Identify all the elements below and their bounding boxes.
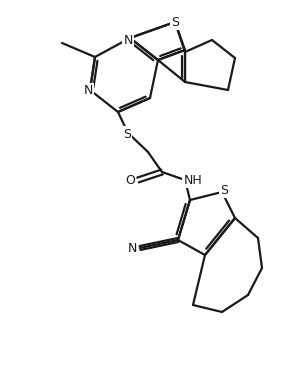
Text: N: N [127,243,137,256]
Text: NH: NH [184,174,202,186]
Text: S: S [123,127,131,141]
Text: N: N [123,34,133,46]
Text: N: N [83,85,93,98]
Text: S: S [220,183,228,197]
Text: S: S [171,15,179,28]
Text: O: O [125,175,135,187]
